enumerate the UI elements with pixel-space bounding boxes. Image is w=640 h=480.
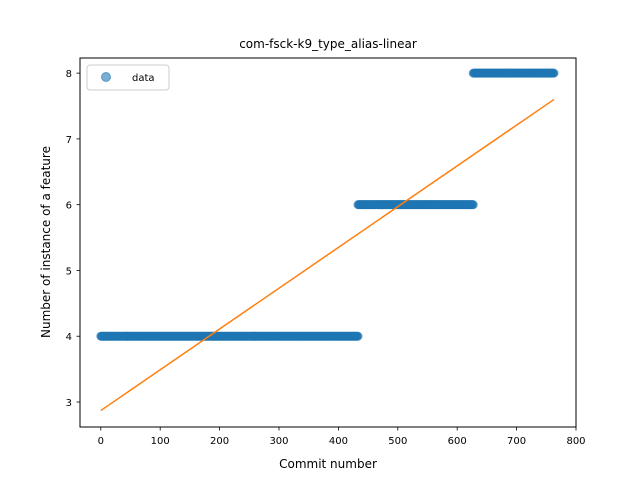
x-tick-label: 0 (98, 436, 104, 447)
plot-area (80, 58, 576, 427)
plot-frame (79, 57, 577, 428)
y-tick-label: 5 (66, 266, 72, 277)
legend-box (86, 64, 170, 91)
x-axis-ticks: 0 100 200 300 400 500 600 700 800 (98, 427, 586, 447)
data-layer (96, 68, 559, 341)
x-tick-label: 800 (566, 436, 585, 447)
legend: data (86, 64, 170, 91)
y-tick-label: 3 (66, 398, 72, 409)
x-tick-label: 500 (388, 436, 407, 447)
legend-marker-data (101, 72, 111, 82)
y-tick-label: 4 (66, 332, 72, 343)
y-tick-label: 6 (66, 201, 72, 212)
y-axis-ticks: 3 4 5 6 7 8 (66, 69, 80, 409)
y-tick-label: 8 (66, 69, 72, 80)
y-tick-label: 7 (66, 135, 72, 146)
x-tick-label: 400 (329, 436, 348, 447)
x-tick-label: 600 (448, 436, 467, 447)
fit-line (100, 98, 555, 412)
x-tick-label: 300 (269, 436, 288, 447)
legend-label-data: data (132, 73, 155, 84)
chart-title: com-fsck-k9_type_alias-linear (239, 37, 417, 51)
y-axis-label: Number of instance of a feature (39, 146, 53, 338)
x-tick-label: 200 (210, 436, 229, 447)
x-tick-label: 700 (507, 436, 526, 447)
x-tick-label: 100 (151, 436, 170, 447)
fit-layer (100, 98, 555, 412)
data-point (353, 331, 363, 341)
x-axis-label: Commit number (279, 457, 377, 471)
data-point (549, 68, 559, 78)
data-point (468, 200, 478, 210)
